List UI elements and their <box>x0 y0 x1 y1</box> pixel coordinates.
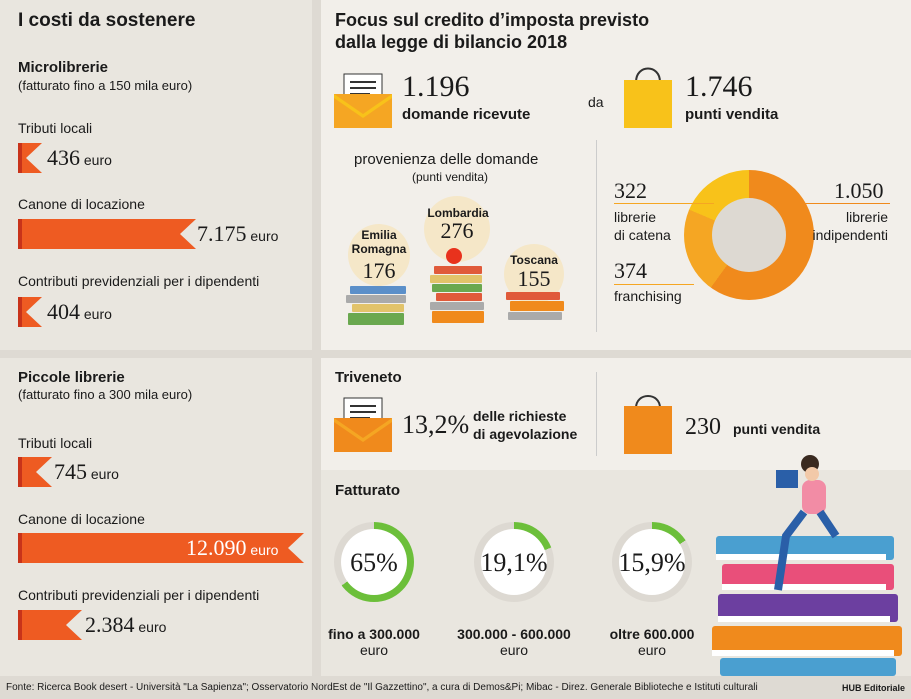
indipendenti-value: 1.050 <box>834 178 884 203</box>
fatturato-ring-3 <box>612 522 692 602</box>
fatturato-3-unit: euro <box>637 642 667 658</box>
apple-icon <box>446 248 462 264</box>
piccole-contributi-label: Contributi previdenziali per i dipendent… <box>18 587 260 603</box>
domande-value: 1.196 <box>402 70 470 103</box>
micro-tributi-value: 436 euro <box>47 145 112 170</box>
footer-source: Fonte: Ricerca Book desert - Università … <box>6 682 758 693</box>
micro-subtitle: (fatturato fino a 150 mila euro) <box>18 78 193 93</box>
catena-label: librerie di catena <box>614 209 671 243</box>
focus-title-2: dalla legge di bilancio 2018 <box>335 32 568 52</box>
fatturato-1-unit: euro <box>359 642 389 658</box>
fatturato-3-label: oltre 600.000 <box>609 626 695 642</box>
focus-title-1: Focus sul credito d’imposta previsto <box>335 10 650 30</box>
shopping-bag-icon <box>622 60 674 135</box>
triveneto-title: Triveneto <box>335 369 402 386</box>
region-bubble-emilia <box>348 224 410 286</box>
piccole-tributi-value: 745 euro <box>54 459 119 484</box>
micro-canone-bar <box>18 219 196 249</box>
region-emilia-name: Emilia Romagna <box>351 228 407 256</box>
punti-label: punti vendita <box>685 106 779 123</box>
triveneto-perc-label: delle richieste di agevolazione <box>473 408 578 442</box>
fatturato-1-value: 65% <box>350 548 398 577</box>
micro-contributi-value: 404 euro <box>47 299 112 324</box>
micro-contributi-label: Contributi previdenziali per i dipendent… <box>18 273 260 289</box>
shopping-bag-orange-icon <box>622 388 674 461</box>
footer: Fonte: Ricerca Book desert - Università … <box>0 676 911 699</box>
domande-label: domande ricevute <box>402 106 531 123</box>
piccole-subtitle: (fatturato fino a 300 mila euro) <box>18 387 193 402</box>
fatturato-3-value: 15,9% <box>618 548 686 577</box>
region-toscana-value: 155 <box>517 266 551 291</box>
triveneto-perc-value: 13,2% <box>402 410 470 439</box>
fatturato-ring-1 <box>334 522 414 602</box>
triveneto-punti-label: punti vendita <box>733 421 821 437</box>
catena-value: 322 <box>614 178 647 203</box>
region-lombardia-name: Lombardia <box>427 206 489 220</box>
envelope-icon <box>334 70 392 135</box>
footer-credit: HUB Editoriale <box>842 683 906 693</box>
da-label: da <box>588 94 604 110</box>
piccole-canone-bar <box>18 533 304 563</box>
focus-divider <box>596 140 597 332</box>
punti-value: 1.746 <box>685 70 753 103</box>
prov-subtitle: (punti vendita) <box>412 170 489 184</box>
costs-title: I costi da sostenere <box>18 10 196 31</box>
fatturato-2-label: 300.000 - 600.000 <box>457 626 571 642</box>
donut-hole <box>712 198 786 272</box>
piccole-tributi-label: Tributi locali <box>18 435 93 451</box>
fatturato-title: Fatturato <box>335 482 400 499</box>
micro-tributi-label: Tributi locali <box>18 120 93 136</box>
triveneto-panel <box>321 358 911 470</box>
region-toscana-name: Toscana <box>510 253 558 267</box>
fatturato-2-unit: euro <box>499 642 529 658</box>
micro-canone-value: 7.175 euro <box>197 221 279 246</box>
piccole-canone-value: 12.090 euro <box>186 535 279 560</box>
piccole-title: Piccole librerie <box>18 369 125 386</box>
fatturato-1-label: fino a 300.000 <box>328 626 420 642</box>
franchising-value: 374 <box>614 258 647 283</box>
micro-canone-label: Canone di locazione <box>18 196 145 212</box>
triveneto-punti-value: 230 <box>685 414 721 440</box>
region-emilia-value: 176 <box>362 258 396 283</box>
region-lombardia-value: 276 <box>440 218 474 243</box>
costs-panel-micro <box>0 0 312 350</box>
piccole-canone-label: Canone di locazione <box>18 511 145 527</box>
fatturato-ring-2 <box>474 522 554 602</box>
franchising-label: franchising <box>614 288 682 304</box>
indipendenti-label: librerie indipendenti <box>812 209 888 243</box>
reading-girl-illustration <box>712 450 908 681</box>
fatturato-2-value: 19,1% <box>480 548 548 577</box>
prov-title: provenienza delle domande <box>354 151 539 168</box>
piccole-contributi-value: 2.384 euro <box>85 612 167 637</box>
micro-title: Microlibrerie <box>18 59 109 76</box>
envelope-orange-icon <box>334 396 392 459</box>
focus-panel <box>321 0 911 350</box>
